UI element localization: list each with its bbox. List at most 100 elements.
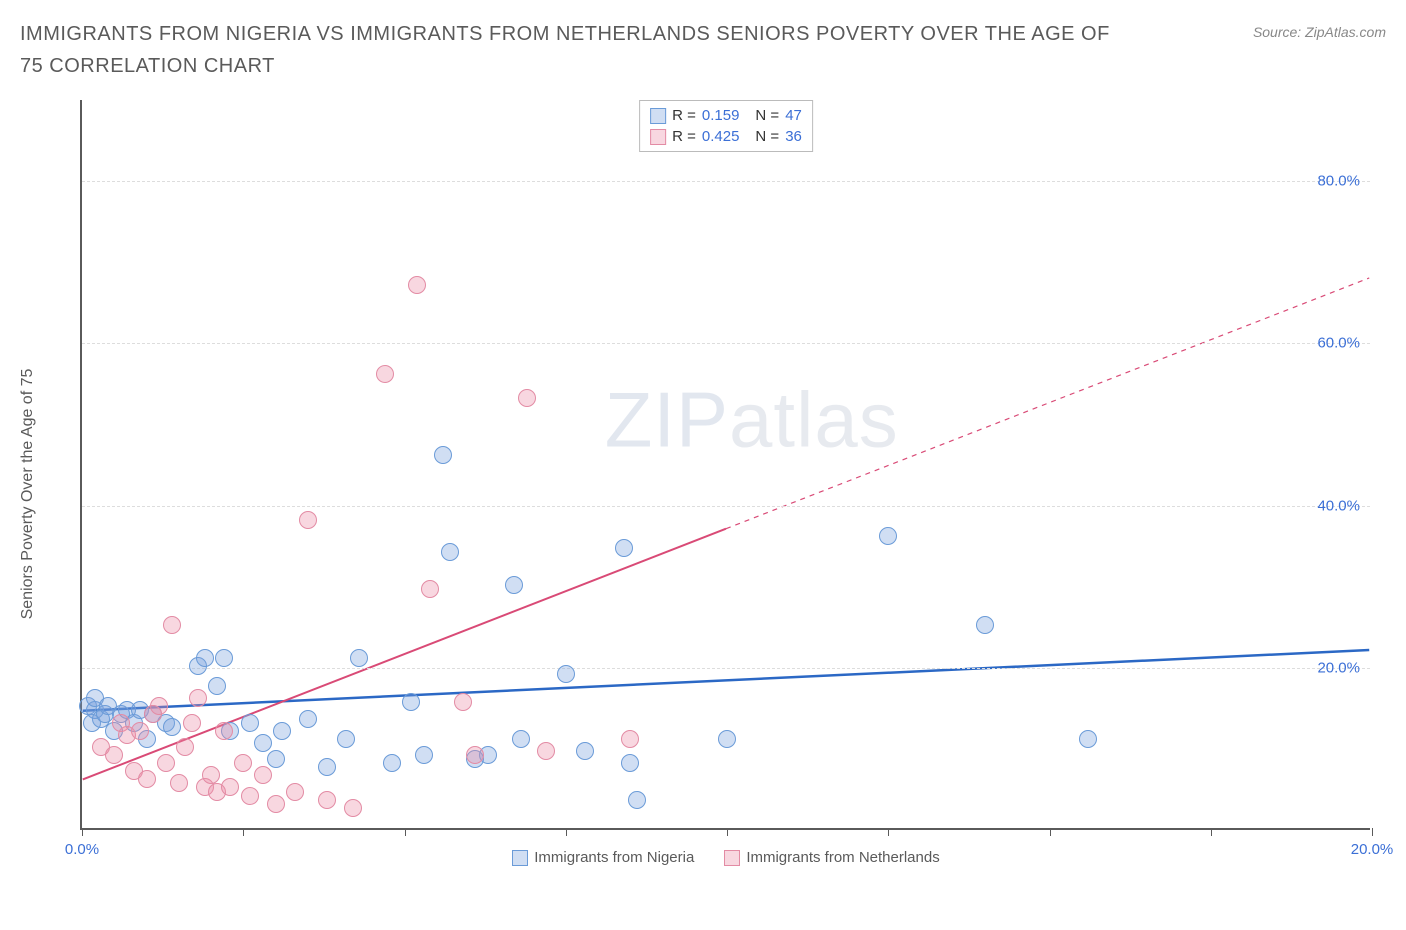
stats-legend-box: R = 0.159 N = 47 R = 0.425 N = 36 [639,100,813,152]
x-tick [566,828,567,836]
y-tick-label: 80.0% [1317,173,1360,190]
data-point [196,649,214,667]
stats-r-label: R = [672,107,696,124]
data-point [628,791,646,809]
data-point [208,677,226,695]
data-point [621,754,639,772]
y-tick-label: 40.0% [1317,497,1360,514]
legend-label: Immigrants from Netherlands [746,849,939,866]
legend-swatch [650,108,666,124]
trend-line-solid [83,650,1369,711]
data-point [241,787,259,805]
data-point [350,649,368,667]
data-point [879,527,897,545]
x-tick-label: 0.0% [65,841,99,858]
data-point [505,576,523,594]
data-point [466,746,484,764]
x-tick-label: 20.0% [1351,841,1394,858]
data-point [273,722,291,740]
data-point [344,799,362,817]
x-tick [82,828,83,836]
x-tick [243,828,244,836]
legend-item: Immigrants from Nigeria [512,849,694,866]
data-point [621,730,639,748]
trend-lines [82,100,1370,828]
data-point [976,616,994,634]
data-point [318,758,336,776]
data-point [421,580,439,598]
data-point [454,693,472,711]
data-point [254,734,272,752]
plot-area: ZIPatlas R = 0.159N = 47R = 0.425N = 36 … [80,100,1370,830]
data-point [718,730,736,748]
data-point [376,365,394,383]
stats-row: R = 0.425 N = 36 [650,126,802,147]
data-point [434,446,452,464]
data-point [337,730,355,748]
x-tick [727,828,728,836]
data-point [189,689,207,707]
data-point [441,543,459,561]
gridline [82,343,1370,344]
data-point [241,714,259,732]
y-tick-label: 60.0% [1317,335,1360,352]
data-point [254,766,272,784]
data-point [615,539,633,557]
x-tick [1211,828,1212,836]
x-tick [888,828,889,836]
trend-line-dashed [726,278,1369,529]
stats-n-value: 47 [785,107,802,124]
data-point [1079,730,1097,748]
data-point [157,754,175,772]
stats-r-value: 0.159 [702,107,740,124]
data-point [176,738,194,756]
data-point [402,693,420,711]
data-point [163,718,181,736]
data-point [131,722,149,740]
gridline [82,181,1370,182]
data-point [163,616,181,634]
data-point [267,750,285,768]
stats-r-value: 0.425 [702,128,740,145]
data-point [518,389,536,407]
data-point [408,276,426,294]
data-point [138,770,156,788]
stats-n-value: 36 [785,128,802,145]
data-point [557,665,575,683]
data-point [267,795,285,813]
stats-n-label: N = [755,128,779,145]
legend-label: Immigrants from Nigeria [534,849,694,866]
data-point [537,742,555,760]
legend-swatch [724,850,740,866]
chart-title: IMMIGRANTS FROM NIGERIA VS IMMIGRANTS FR… [20,18,1120,82]
data-point [234,754,252,772]
x-tick [405,828,406,836]
data-point [318,791,336,809]
data-point [105,746,123,764]
gridline [82,668,1370,669]
data-point [183,714,201,732]
y-tick-label: 20.0% [1317,659,1360,676]
y-axis-label: Seniors Poverty Over the Age of 75 [19,369,37,620]
data-point [383,754,401,772]
legend-swatch [512,850,528,866]
data-point [415,746,433,764]
data-point [215,649,233,667]
legend-item: Immigrants from Netherlands [724,849,939,866]
source-attribution: Source: ZipAtlas.com [1253,24,1386,40]
x-tick [1372,828,1373,836]
stats-row: R = 0.159 N = 47 [650,105,802,126]
data-point [221,778,239,796]
data-point [150,697,168,715]
data-point [215,722,233,740]
chart-container: Seniors Poverty Over the Age of 75 ZIPat… [20,90,1386,880]
x-tick [1050,828,1051,836]
data-point [170,774,188,792]
stats-r-label: R = [672,128,696,145]
data-point [299,511,317,529]
data-point [299,710,317,728]
gridline [82,506,1370,507]
data-point [512,730,530,748]
data-point [286,783,304,801]
stats-n-label: N = [755,107,779,124]
